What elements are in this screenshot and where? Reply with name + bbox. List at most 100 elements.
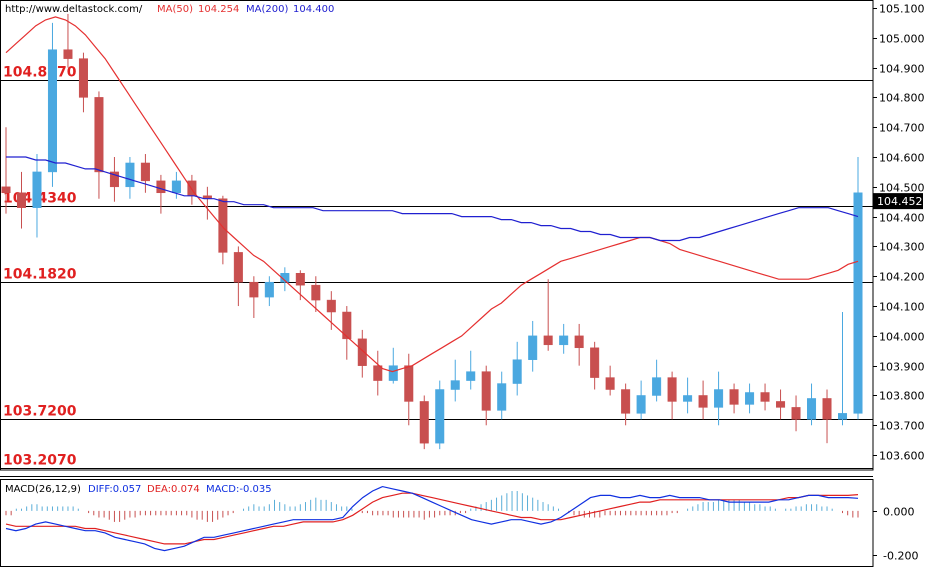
y-tick-label: 103.800: [879, 390, 925, 403]
candle-body: [63, 49, 73, 59]
level-label: 103.2070: [3, 453, 77, 469]
macd-label: MACD(26,12,9): [5, 484, 81, 495]
candle-body: [435, 389, 445, 444]
ma50-label: MA(50): [157, 4, 193, 15]
candle-body: [698, 395, 708, 408]
candle-body: [295, 273, 305, 286]
candle-body: [78, 58, 88, 98]
y-tick-label: 104.900: [879, 63, 925, 76]
y-tick-label: 104.200: [879, 271, 925, 284]
macd-panel: 0.000 -0.200: [5, 485, 918, 563]
candle-body: [1, 186, 11, 194]
candle-body: [481, 371, 491, 411]
macd-dea-label: DEA:0.074: [147, 484, 200, 495]
candle-body: [528, 335, 538, 360]
candle-body: [404, 365, 414, 402]
y-tick-label: 104.700: [879, 122, 925, 135]
ma200-value: 104.400: [293, 4, 334, 15]
level-label: 104.8570: [3, 65, 77, 81]
ma200-label: MA(200): [246, 4, 288, 15]
candle-body: [264, 281, 274, 298]
macd-value-label: MACD:-0.035: [206, 484, 272, 495]
candle-body: [667, 377, 677, 402]
candle-body: [605, 377, 615, 390]
candle-body: [543, 335, 553, 346]
candle-body: [497, 383, 507, 411]
candle-body: [853, 192, 863, 414]
candle-body: [776, 401, 786, 408]
price-axis: 105.100 105.000 104.900 104.800 104.700 104.6…: [873, 3, 925, 463]
candle-body: [311, 284, 321, 301]
price-panel-border: [0, 0, 874, 471]
macd-diff-line: [5, 485, 859, 552]
candle-body: [683, 395, 693, 402]
candlestick-series: [1, 13, 863, 450]
y-tick-label: 103.900: [879, 361, 925, 374]
y-tick-label: 103.700: [879, 420, 925, 433]
y-tick-label: 105.000: [879, 33, 925, 46]
ma50-line: [5, 16, 859, 373]
macd-tick-label: -0.200: [883, 550, 918, 563]
candle-body: [652, 377, 662, 396]
level-label: 103.7200: [3, 404, 77, 420]
candle-body: [729, 389, 739, 405]
candle-body: [218, 198, 228, 253]
moving-averages: [5, 16, 859, 373]
candle-body: [47, 49, 57, 173]
candle-body: [156, 180, 166, 194]
current-price-label: 104.452: [877, 195, 923, 208]
candle-body: [233, 252, 243, 283]
candle-body: [822, 398, 832, 420]
candle-body: [249, 281, 259, 298]
candle-body: [791, 407, 801, 420]
grid-layer: [0, 0, 874, 567]
candle-body: [94, 97, 104, 173]
level-label: 104.1820: [3, 267, 77, 283]
candle-body: [574, 335, 584, 349]
current-price-tag: [873, 193, 923, 210]
candle-body: [466, 371, 476, 381]
candle-body: [450, 380, 460, 390]
candle-body: [342, 311, 352, 340]
y-tick-label: 105.100: [879, 3, 925, 16]
macd-panel-border: [0, 479, 874, 567]
candle-body: [140, 162, 150, 182]
candle-body: [807, 398, 817, 420]
candle-body: [760, 392, 770, 402]
candle-body: [16, 192, 27, 208]
candle-body: [326, 299, 336, 313]
candle-body: [745, 392, 755, 405]
y-tick-label: 104.600: [879, 152, 925, 165]
macd-tick-label: 0.000: [883, 506, 915, 519]
y-tick-label: 104.000: [879, 331, 925, 344]
y-tick-label: 104.100: [879, 301, 925, 314]
site-url-label: http://www.deltastock.com/: [5, 4, 143, 15]
y-tick-label: 104.400: [879, 212, 925, 225]
macd-diff-label: DIFF:0.057: [88, 484, 141, 495]
candle-body: [559, 335, 569, 346]
candle-body: [171, 180, 181, 194]
candle-body: [837, 413, 848, 420]
y-tick-label: 104.300: [879, 241, 925, 254]
candle-body: [590, 347, 600, 378]
ma200-line: [6, 156, 859, 242]
ma50-value: 104.254: [198, 4, 239, 15]
candle-body: [621, 389, 631, 414]
candle-body: [280, 273, 290, 283]
candle-body: [125, 162, 135, 188]
candle-body: [357, 338, 367, 366]
candle-body: [373, 365, 383, 381]
candle-body: [419, 401, 429, 444]
y-tick-label: 104.500: [879, 182, 925, 195]
candle-body: [388, 365, 398, 381]
candle-body: [32, 171, 42, 208]
candle-body: [109, 171, 119, 188]
candle-body: [714, 389, 724, 408]
y-tick-label: 104.800: [879, 92, 925, 105]
candle-body: [636, 395, 646, 414]
candle-body: [512, 359, 522, 384]
